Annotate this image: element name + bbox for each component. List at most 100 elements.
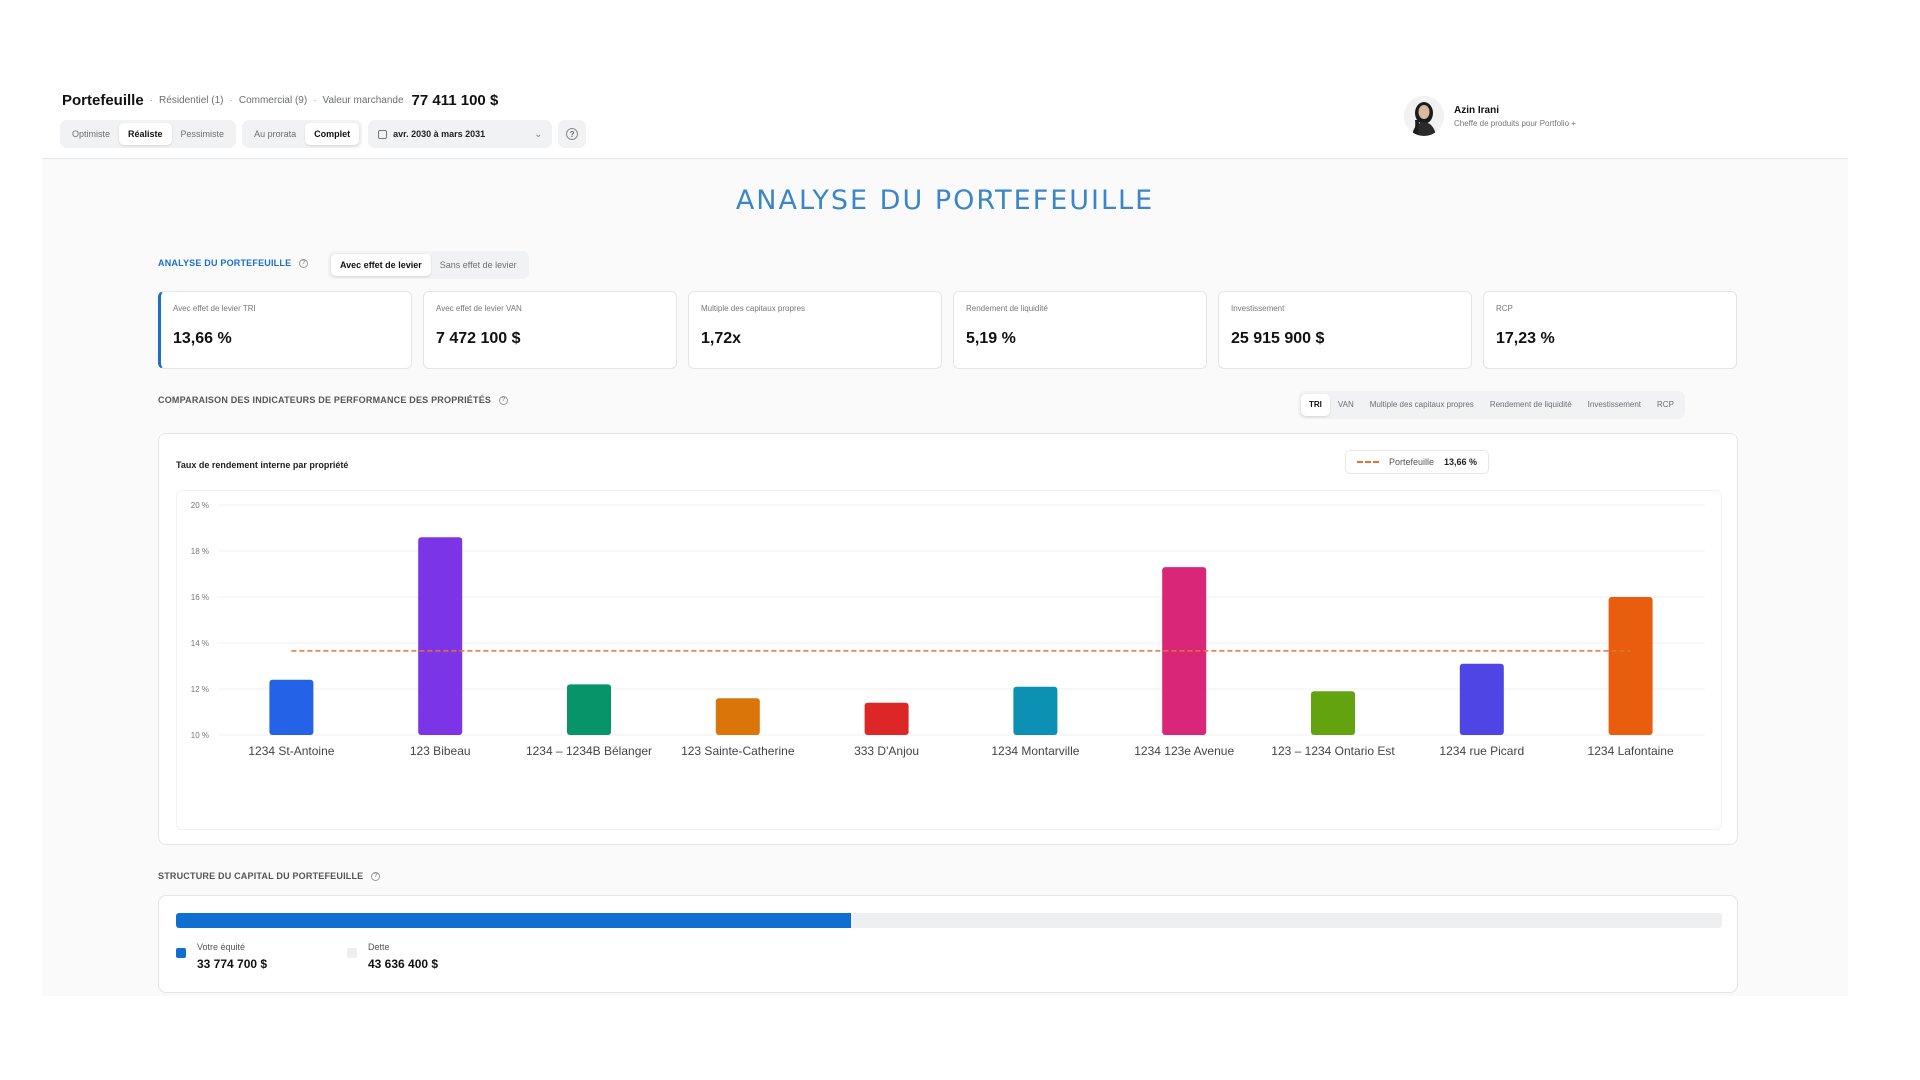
tab-tri[interactable]: TRI <box>1301 394 1330 416</box>
main-panel: ANALYSE DU PORTEFEUILLE ANALYSE DU PORTE… <box>42 158 1848 996</box>
comparison-label: COMPARAISON DES INDICATEURS DE PERFORMAN… <box>158 395 492 405</box>
kpi-card-rcp[interactable]: RCP 17,23 % <box>1483 291 1737 369</box>
tab-van[interactable]: VAN <box>1337 400 1354 409</box>
portfolio-summary: Portefeuille · Résidentiel (1) · Commerc… <box>62 92 498 109</box>
plot-area: 10 % 12 % 14 % 16 % 18 % 20 % 1234 St-Antoine 1… <box>176 490 1722 830</box>
bar <box>567 684 611 735</box>
avatar <box>1404 96 1444 136</box>
legend-label: Portefeuille <box>1389 457 1435 467</box>
capital-label: STRUCTURE DU CAPITAL DU PORTEFEUILLE <box>158 871 364 881</box>
help-icon: ? <box>566 128 579 140</box>
user-profile[interactable]: Azin Irani Cheffe de produits pour Portf… <box>1404 96 1576 136</box>
legend-value: 13,66 % <box>1444 457 1478 467</box>
x-tick-label: 123 Sainte-Catherine <box>681 744 795 758</box>
mode-selector: Au prorata Complet <box>242 120 363 148</box>
dashed-line-icon <box>1357 461 1379 463</box>
y-tick-label: 16 % <box>191 593 209 602</box>
kpi-card-cash-yield[interactable]: Rendement de liquidité 5,19 % <box>953 291 1207 369</box>
separator-dot: · <box>313 95 317 106</box>
capital-structure-card: Votre équité 33 774 700 $ Dette 43 636 4… <box>158 895 1738 993</box>
help-icon[interactable]: ? <box>371 871 381 881</box>
kpi-label: Rendement de liquidité <box>966 304 1048 313</box>
scenario-selector: Optimiste Réaliste Pessimiste <box>60 120 237 148</box>
date-range-value: avr. 2030 à mars 2031 <box>393 129 486 139</box>
bar <box>418 537 463 735</box>
app-title: Portefeuille <box>62 92 144 109</box>
equity-value: 33 774 700 $ <box>197 957 268 971</box>
kpi-card-van[interactable]: Avec effet de levier VAN 7 472 100 $ <box>423 291 677 369</box>
x-tick-label: 1234 St-Antoine <box>248 744 334 758</box>
kpi-label: Investissement <box>1231 304 1285 313</box>
kpi-value: 5,19 % <box>966 330 1016 347</box>
analysis-section-header: ANALYSE DU PORTEFEUILLE ? <box>158 258 309 268</box>
analysis-label: ANALYSE DU PORTEFEUILLE <box>158 258 292 268</box>
calendar-icon <box>378 129 388 139</box>
kpi-label: Multiple des capitaux propres <box>701 304 806 313</box>
kpi-value: 1,72x <box>701 330 742 347</box>
help-button[interactable]: ? <box>558 120 587 148</box>
scenario-optimiste[interactable]: Optimiste <box>72 129 111 139</box>
help-icon[interactable]: ? <box>299 258 309 268</box>
kpi-card-equity-multiple[interactable]: Multiple des capitaux propres 1,72x <box>688 291 942 369</box>
mode-complet[interactable]: Complet <box>305 123 360 145</box>
bar <box>269 679 314 735</box>
x-tick-label: 1234 Lafontaine <box>1588 744 1674 758</box>
kpi-cards: Avec effet de levier TRI 13,66 % Avec ef… <box>158 291 1737 369</box>
bar <box>1013 686 1058 735</box>
debt-swatch <box>347 948 357 958</box>
capital-section-header: STRUCTURE DU CAPITAL DU PORTEFEUILLE ? <box>158 871 381 881</box>
user-role: Cheffe de produits pour Portfolio + <box>1454 118 1576 128</box>
market-value: 77 411 100 $ <box>411 92 499 109</box>
y-tick-label: 12 % <box>191 685 209 694</box>
avatar-image <box>1404 96 1444 136</box>
y-tick-label: 18 % <box>191 547 209 556</box>
equity-bar-fill <box>176 913 851 928</box>
toggle-without-leverage[interactable]: Sans effet de levier <box>439 260 517 270</box>
tab-cash-yield[interactable]: Rendement de liquidité <box>1489 400 1572 409</box>
x-tick-label: 333 D'Anjou <box>854 744 919 758</box>
market-value-label: Valeur marchande <box>322 95 404 106</box>
kpi-label: Avec effet de levier TRI <box>173 304 256 313</box>
x-tick-label: 1234 – 1234B Bélanger <box>526 744 652 758</box>
debt-value: 43 636 400 $ <box>368 957 439 971</box>
chevron-down-icon: ⌄ <box>534 128 543 139</box>
comparison-section-header: COMPARAISON DES INDICATEURS DE PERFORMAN… <box>158 395 509 405</box>
page-title: ANALYSE DU PORTEFEUILLE <box>735 185 1155 216</box>
scenario-realiste[interactable]: Réaliste <box>119 123 172 145</box>
kpi-value: 25 915 900 $ <box>1231 330 1325 347</box>
tab-investment[interactable]: Investissement <box>1587 400 1642 409</box>
kpi-value: 13,66 % <box>173 330 232 347</box>
separator-dot: · <box>149 95 154 106</box>
mode-prorata[interactable]: Au prorata <box>254 129 297 139</box>
toggle-with-leverage[interactable]: Avec effet de levier <box>331 254 431 276</box>
scenario-controls: Optimiste Réaliste Pessimiste Au prorata… <box>60 120 587 148</box>
kpi-label: Avec effet de levier VAN <box>436 304 522 313</box>
chart-legend: Portefeuille 13,66 % <box>1345 450 1490 474</box>
scenario-pessimiste[interactable]: Pessimiste <box>180 129 225 139</box>
x-tick-label: 1234 123e Avenue <box>1134 744 1234 758</box>
metric-tabs: TRI VAN Multiple des capitaux propres Re… <box>1298 391 1685 419</box>
tab-equity-multiple[interactable]: Multiple des capitaux propres <box>1369 400 1474 409</box>
kpi-card-tri[interactable]: Avec effet de levier TRI 13,66 % <box>158 291 412 369</box>
x-tick-label: 1234 Montarville <box>991 744 1079 758</box>
bar <box>1311 691 1355 735</box>
leverage-toggle: Avec effet de levier Sans effet de levie… <box>328 251 529 279</box>
separator-dot: · <box>229 95 233 106</box>
kpi-value: 7 472 100 $ <box>436 330 521 347</box>
y-tick-label: 10 % <box>191 731 209 740</box>
user-name: Azin Irani <box>1454 104 1500 116</box>
help-icon[interactable]: ? <box>499 395 509 405</box>
commercial-count: Commercial (9) <box>238 95 308 106</box>
tab-rcp[interactable]: RCP <box>1657 400 1674 409</box>
kpi-label: RCP <box>1496 304 1513 313</box>
date-range-select[interactable]: avr. 2030 à mars 2031 ⌄ <box>368 120 553 148</box>
residential-count: Résidentiel (1) <box>159 95 224 106</box>
bar <box>1608 597 1653 735</box>
capital-bar <box>176 913 1722 928</box>
bar <box>864 702 909 735</box>
y-tick-label: 14 % <box>191 639 209 648</box>
bar <box>715 698 760 735</box>
equity-swatch <box>176 948 186 958</box>
kpi-card-investment[interactable]: Investissement 25 915 900 $ <box>1218 291 1472 369</box>
debt-legend: Dette 43 636 400 $ <box>347 942 438 971</box>
